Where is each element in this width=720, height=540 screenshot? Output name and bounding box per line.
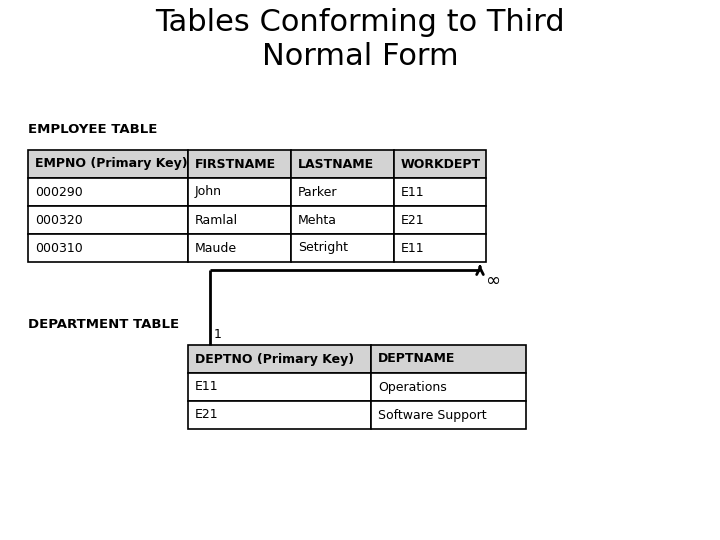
Bar	[394, 234, 486, 262]
Bar	[394, 150, 486, 178]
Bar	[291, 150, 394, 178]
Bar	[28, 234, 188, 262]
Bar	[188, 206, 291, 234]
Text: Software Support: Software Support	[378, 408, 487, 422]
Bar	[394, 178, 486, 206]
Text: EMPNO (Primary Key): EMPNO (Primary Key)	[35, 158, 188, 171]
Text: E11: E11	[401, 186, 425, 199]
Bar	[371, 401, 526, 429]
Text: 000320: 000320	[35, 213, 83, 226]
Text: Maude: Maude	[195, 241, 237, 254]
Bar	[28, 150, 188, 178]
Text: Parker: Parker	[298, 186, 338, 199]
Text: E21: E21	[401, 213, 425, 226]
Text: E11: E11	[401, 241, 425, 254]
Text: DEPTNO (Primary Key): DEPTNO (Primary Key)	[195, 353, 354, 366]
Text: Ramlal: Ramlal	[195, 213, 238, 226]
Text: Tables Conforming to Third
Normal Form: Tables Conforming to Third Normal Form	[156, 8, 564, 71]
Bar	[371, 373, 526, 401]
Bar	[291, 206, 394, 234]
Text: Setright: Setright	[298, 241, 348, 254]
Text: E21: E21	[195, 408, 219, 422]
Text: DEPARTMENT TABLE: DEPARTMENT TABLE	[28, 318, 179, 331]
Text: DEPTNAME: DEPTNAME	[378, 353, 455, 366]
Text: 000310: 000310	[35, 241, 83, 254]
Text: E11: E11	[195, 381, 219, 394]
Text: John: John	[195, 186, 222, 199]
Text: EMPLOYEE TABLE: EMPLOYEE TABLE	[28, 123, 158, 136]
Text: 1: 1	[214, 328, 222, 341]
Bar	[371, 345, 526, 373]
Bar	[188, 401, 371, 429]
Text: FIRSTNAME: FIRSTNAME	[195, 158, 276, 171]
Bar	[188, 373, 371, 401]
Bar	[188, 150, 291, 178]
Bar	[394, 206, 486, 234]
Bar	[28, 206, 188, 234]
Bar	[188, 234, 291, 262]
Bar	[28, 178, 188, 206]
Text: Mehta: Mehta	[298, 213, 337, 226]
Bar	[291, 178, 394, 206]
Bar	[188, 345, 371, 373]
Text: Operations: Operations	[378, 381, 446, 394]
Text: 000290: 000290	[35, 186, 83, 199]
Text: LASTNAME: LASTNAME	[298, 158, 374, 171]
Text: WORKDEPT: WORKDEPT	[401, 158, 481, 171]
Bar	[291, 234, 394, 262]
Bar	[188, 178, 291, 206]
Text: ∞: ∞	[485, 272, 500, 290]
